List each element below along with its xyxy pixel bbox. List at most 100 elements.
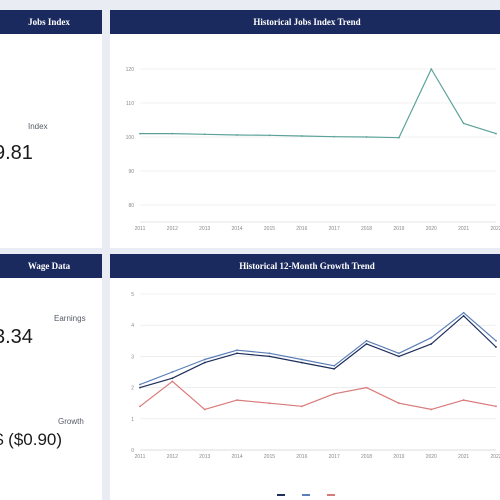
y-tick-label: 80 bbox=[128, 203, 134, 209]
growth-trend-legend bbox=[110, 494, 500, 496]
x-tick-label: 2013 bbox=[199, 226, 210, 232]
data-point bbox=[430, 343, 433, 345]
y-tick-label: 90 bbox=[128, 169, 134, 175]
data-point bbox=[236, 349, 238, 352]
data-point bbox=[139, 405, 141, 408]
x-tick-label: 2022 bbox=[490, 226, 500, 232]
series-line-3 bbox=[139, 380, 497, 410]
y-tick-label: 5 bbox=[131, 292, 134, 298]
data-point bbox=[268, 352, 271, 355]
x-tick-label: 2015 bbox=[264, 454, 275, 460]
growth-trend-title: Historical 12-Month Growth Trend bbox=[110, 254, 500, 278]
data-point bbox=[171, 380, 174, 383]
growth-trend-chart: 0 1 2 3 4 5 2011 2012 2013 2014 2015 2016 2017 2018 20… bbox=[131, 292, 500, 460]
data-point bbox=[495, 132, 497, 135]
data-point bbox=[365, 136, 368, 138]
data-point bbox=[268, 355, 271, 358]
data-point bbox=[462, 399, 465, 401]
data-point bbox=[236, 352, 238, 355]
growth-label: Growth bbox=[58, 417, 84, 426]
data-point bbox=[300, 358, 303, 361]
x-tick-label: 2011 bbox=[135, 226, 146, 232]
data-point bbox=[430, 336, 433, 339]
y-tick-label: 0 bbox=[131, 448, 134, 454]
growth-trend-panel: Historical 12-Month Growth Trend 0 1 2 3 4 5 2… bbox=[110, 254, 500, 500]
jobs-index-trend-title: Historical Jobs Index Trend bbox=[110, 10, 500, 34]
x-tick-label: 2014 bbox=[232, 454, 243, 460]
series-line-2 bbox=[139, 312, 497, 386]
data-point bbox=[365, 339, 368, 342]
data-point bbox=[495, 339, 497, 342]
y-tick-label: 120 bbox=[126, 67, 135, 73]
data-point bbox=[268, 134, 271, 137]
data-point bbox=[398, 355, 400, 358]
data-point bbox=[462, 314, 465, 317]
data-point bbox=[300, 361, 303, 364]
y-tick-label: 1 bbox=[131, 417, 134, 423]
x-tick-label: 2015 bbox=[264, 226, 275, 232]
data-point bbox=[333, 392, 336, 395]
y-tick-label: 3 bbox=[131, 354, 134, 360]
x-tick-label: 2012 bbox=[167, 454, 178, 460]
x-tick-label: 2017 bbox=[329, 226, 340, 232]
data-point bbox=[430, 68, 433, 70]
x-tick-label: 2017 bbox=[329, 454, 340, 460]
data-point bbox=[365, 343, 368, 345]
data-point bbox=[398, 352, 400, 355]
data-point bbox=[333, 364, 336, 367]
x-tick-label: 2012 bbox=[167, 226, 178, 232]
data-point bbox=[300, 405, 303, 408]
legend-swatch bbox=[276, 494, 285, 496]
data-point bbox=[300, 135, 303, 137]
data-point bbox=[236, 134, 238, 136]
data-point bbox=[430, 408, 433, 411]
data-point bbox=[495, 346, 497, 348]
data-point bbox=[365, 386, 368, 389]
x-tick-label: 2021 bbox=[458, 226, 469, 232]
earnings-label: Earnings bbox=[54, 314, 86, 323]
jobs-index-trend-panel: Historical Jobs Index Trend 80 90 100 110 12… bbox=[110, 10, 500, 248]
series-line-1 bbox=[140, 68, 497, 139]
data-point bbox=[333, 135, 336, 138]
data-point bbox=[203, 361, 206, 364]
x-tick-label: 2013 bbox=[199, 454, 210, 460]
y-tick-label: 110 bbox=[126, 101, 134, 107]
x-tick-label: 2019 bbox=[393, 226, 404, 232]
x-tick-label: 2011 bbox=[135, 454, 146, 460]
legend-swatch bbox=[301, 494, 310, 496]
x-tick-label: 2022 bbox=[490, 454, 500, 460]
legend-swatch bbox=[326, 494, 335, 496]
jobs-index-card: Jobs Index Index 9.81 bbox=[0, 10, 102, 248]
data-point bbox=[203, 133, 206, 136]
y-tick-label: 100 bbox=[126, 135, 135, 141]
wage-data-card-title: Wage Data bbox=[0, 254, 102, 278]
legend-item bbox=[301, 494, 313, 496]
x-tick-label: 2018 bbox=[361, 454, 372, 460]
data-point bbox=[268, 402, 271, 405]
legend-item bbox=[276, 494, 288, 496]
data-point bbox=[203, 408, 206, 411]
jobs-index-card-title: Jobs Index bbox=[0, 10, 102, 34]
wage-data-card: Wage Data Earnings 3.34 Growth $ ($0.90) bbox=[0, 254, 102, 500]
x-tick-label: 2016 bbox=[296, 226, 307, 232]
x-tick-label: 2020 bbox=[426, 454, 437, 460]
data-point bbox=[139, 132, 141, 135]
y-tick-label: 2 bbox=[131, 386, 134, 392]
data-point bbox=[171, 377, 174, 380]
earnings-value: 3.34 bbox=[0, 326, 33, 348]
data-point bbox=[139, 386, 141, 389]
data-point bbox=[333, 367, 336, 370]
series-line-1 bbox=[139, 315, 497, 389]
x-tick-label: 2019 bbox=[393, 454, 404, 460]
x-tick-label: 2018 bbox=[361, 226, 372, 232]
data-point bbox=[462, 311, 465, 314]
growth-value: $ ($0.90) bbox=[0, 430, 63, 449]
y-tick-label: 4 bbox=[131, 323, 134, 329]
data-point bbox=[398, 136, 400, 139]
jobs-index-stat-value: 9.81 bbox=[0, 142, 33, 164]
x-tick-label: 2021 bbox=[458, 454, 469, 460]
data-point bbox=[171, 371, 174, 373]
jobs-index-trend-chart: 80 90 100 110 120 2011 2012 2013 2014 2015 2016 201… bbox=[126, 67, 500, 232]
data-point bbox=[398, 402, 400, 405]
jobs-index-stat-label: Index bbox=[28, 122, 48, 131]
